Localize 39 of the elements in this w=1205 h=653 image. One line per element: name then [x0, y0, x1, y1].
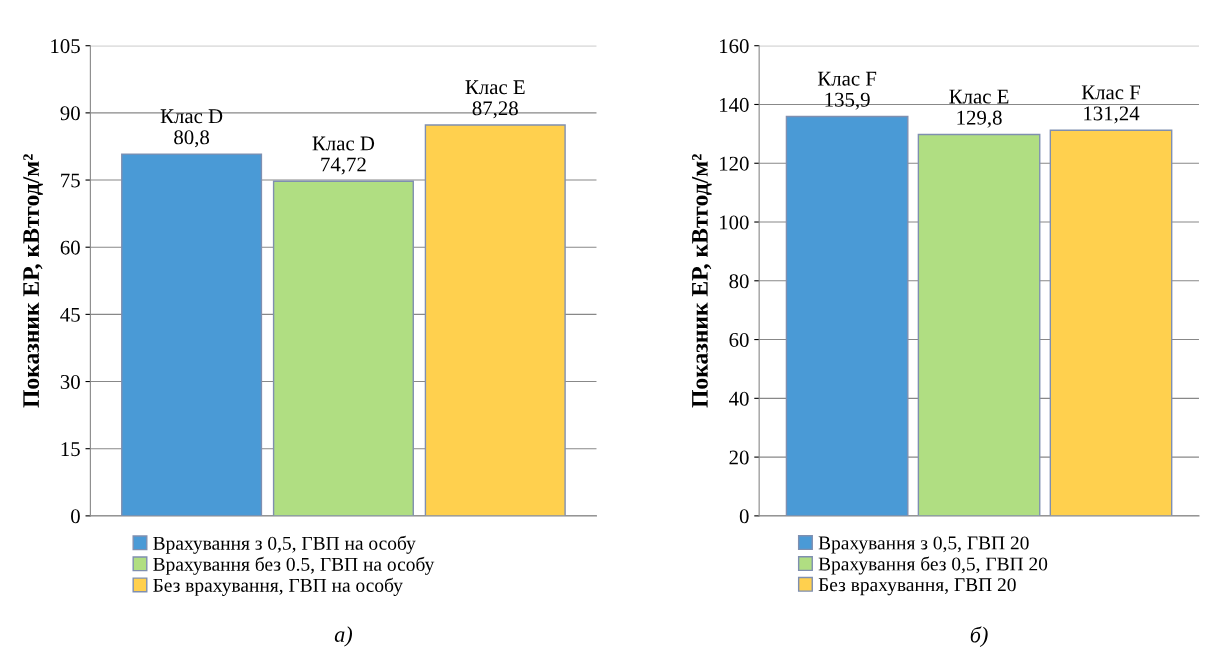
legend-label: Врахування без 0,5, ГВП 20	[818, 556, 1048, 575]
y-tick-label: 105	[51, 39, 80, 54]
data-label: Клас F 131,24	[1081, 85, 1141, 124]
bar	[424, 124, 566, 516]
y-tick-label: 0	[739, 509, 749, 524]
bar	[272, 180, 414, 516]
bar	[121, 153, 263, 516]
y-tick-label: 30	[60, 374, 80, 389]
y-tick-label: 15	[61, 442, 80, 457]
data-label: Клас E 129,8	[949, 89, 1009, 128]
y-tick-label: 0	[71, 509, 80, 524]
bar	[1049, 129, 1173, 516]
y-axis-title: Показник ЕР, кВтгод/м²	[23, 154, 43, 408]
y-tick-label: 45	[60, 307, 80, 322]
y-axis-title: Показник ЕР, кВтгод/м²	[692, 154, 712, 408]
y-tick-label: 100	[720, 215, 749, 230]
y-tick-label: 140	[720, 97, 749, 112]
y-tick-label: 120	[720, 156, 749, 171]
data-label: Клас D 74,72	[312, 136, 375, 175]
legend-label: Без врахування, ГВП на особу	[153, 577, 403, 596]
y-tick-label: 40	[729, 391, 749, 406]
legend-label: Без врахування, ГВП 20	[818, 578, 1016, 596]
legend-label: Врахування з 0,5, ГВП на особу	[153, 535, 416, 554]
y-tick-label: 20	[729, 450, 749, 465]
bar	[917, 133, 1041, 516]
legend-label: Врахування без 0.5, ГВП на особу	[153, 556, 435, 575]
bar	[785, 115, 909, 516]
data-label: Клас D 80,8	[160, 109, 223, 148]
legend-label: Врахування з 0,5, ГВП 20	[818, 536, 1029, 554]
y-tick-label: 160	[720, 39, 749, 54]
y-tick-label: 90	[60, 106, 80, 121]
y-tick-label: 75	[61, 173, 80, 188]
text: а)	[334, 626, 352, 647]
y-tick-label: 60	[60, 240, 80, 255]
data-label: Клас E 87,28	[465, 80, 525, 119]
y-tick-label: 80	[729, 274, 749, 289]
y-tick-label: 60	[729, 332, 749, 347]
text: б)	[970, 626, 988, 647]
data-label: Клас F 135,9	[817, 71, 877, 110]
